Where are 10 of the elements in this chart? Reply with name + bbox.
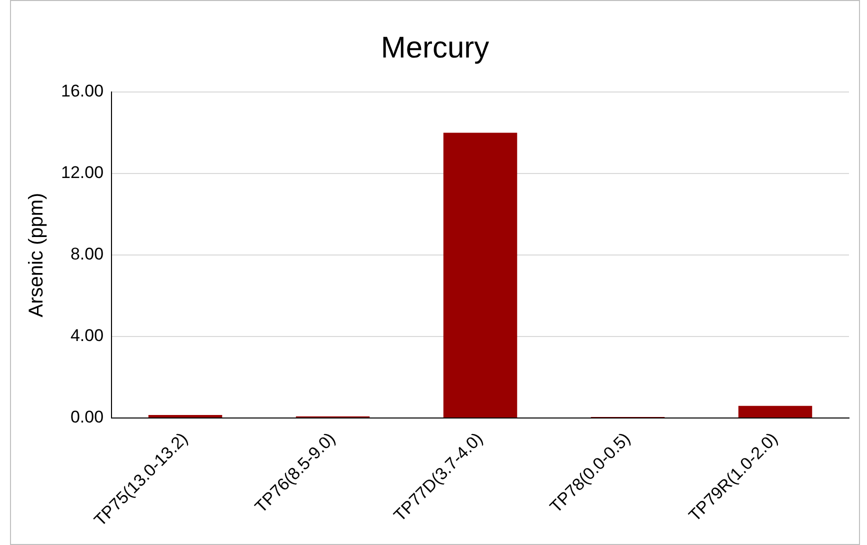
- bar: [738, 406, 812, 418]
- y-tick-label: 0.00: [70, 408, 104, 427]
- bar: [443, 132, 518, 418]
- chart-title: Mercury: [380, 31, 490, 64]
- bar: [148, 414, 222, 418]
- y-axis-title: Arsenic (ppm): [26, 192, 48, 318]
- y-tick-label: 16.00: [60, 82, 104, 101]
- y-tick-label: 12.00: [60, 163, 104, 182]
- y-tick-label: 8.00: [70, 244, 104, 264]
- y-tick-label: 4.00: [70, 326, 104, 346]
